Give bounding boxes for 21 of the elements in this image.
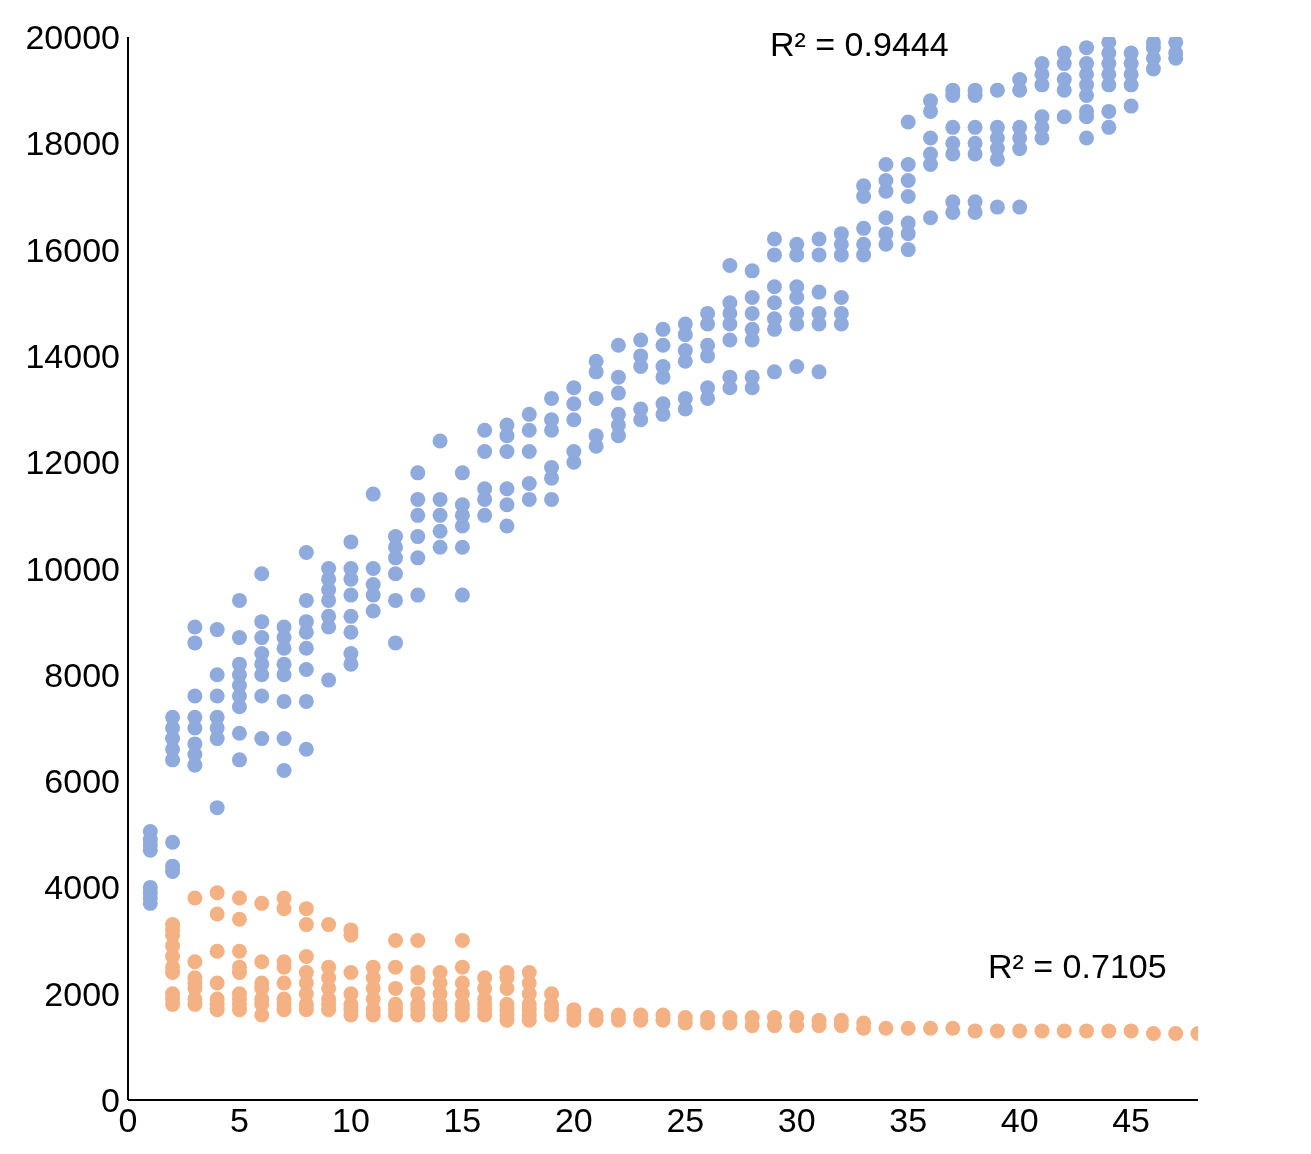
x-tick-label: 30 (777, 1101, 816, 1140)
y-tick-label: 14000 (25, 336, 120, 375)
annotation: R² = 0.9444 (770, 25, 949, 64)
y-tick-label: 20000 (25, 18, 120, 57)
annotation: R² = 0.7105 (988, 947, 1167, 986)
x-tick-label: 15 (443, 1101, 482, 1140)
x-tick-label: 45 (1112, 1101, 1151, 1140)
y-tick-label: 18000 (25, 124, 120, 163)
x-tick-label: 25 (666, 1101, 705, 1140)
y-tick-label: 4000 (44, 868, 120, 907)
x-tick-label: 10 (332, 1101, 370, 1140)
x-tick-label: 35 (889, 1101, 928, 1140)
y-tick-label: 2000 (44, 974, 120, 1013)
y-tick-label: 10000 (25, 549, 120, 588)
x-tick-label: 40 (1000, 1101, 1039, 1140)
x-tick-label: 20 (554, 1101, 593, 1140)
y-tick-label: 12000 (25, 443, 120, 482)
y-tick-label: 16000 (25, 230, 120, 269)
y-tick-label: 6000 (44, 762, 120, 801)
y-tick-label: 8000 (44, 655, 120, 694)
x-tick-label: 5 (230, 1101, 249, 1140)
